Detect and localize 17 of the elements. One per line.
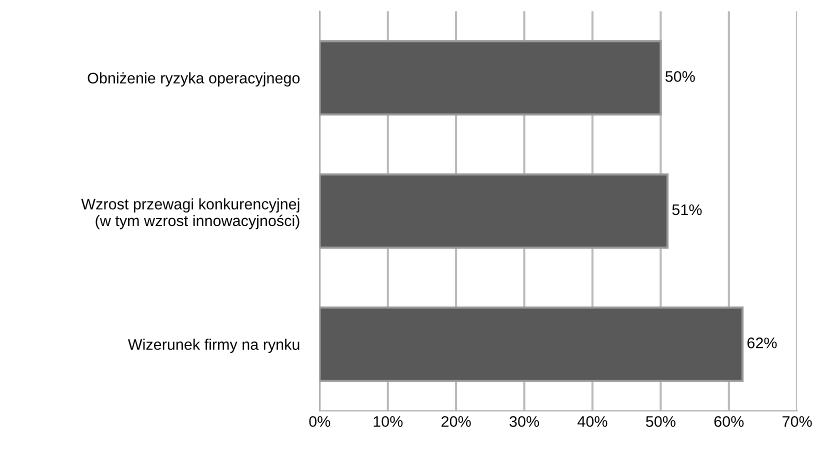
data-label: 51% [672,204,702,216]
x-tick-label: 30% [510,416,540,427]
y-tick-label: Wizerunek firmy na rynku [128,338,300,353]
data-label: 62% [747,338,777,348]
y-tick-label: Wzrost przewagi konkurencyjnej (w tym wzrost innowacyjności) [81,198,300,230]
x-tick-label: 40% [578,416,608,427]
x-tick-label: 60% [714,416,744,427]
x-tick-label: 10% [374,416,403,427]
bar [320,173,669,249]
y-tick-label: Obniżenie ryzyka operacyjnego [88,72,300,87]
bar [320,306,744,382]
x-tick-label: 0% [309,416,330,427]
bar [320,40,662,116]
data-label: 50% [665,71,695,82]
x-tick-label: 50% [646,416,676,427]
x-tick-label: 20% [442,416,471,427]
x-tick-label: 70% [782,416,812,427]
